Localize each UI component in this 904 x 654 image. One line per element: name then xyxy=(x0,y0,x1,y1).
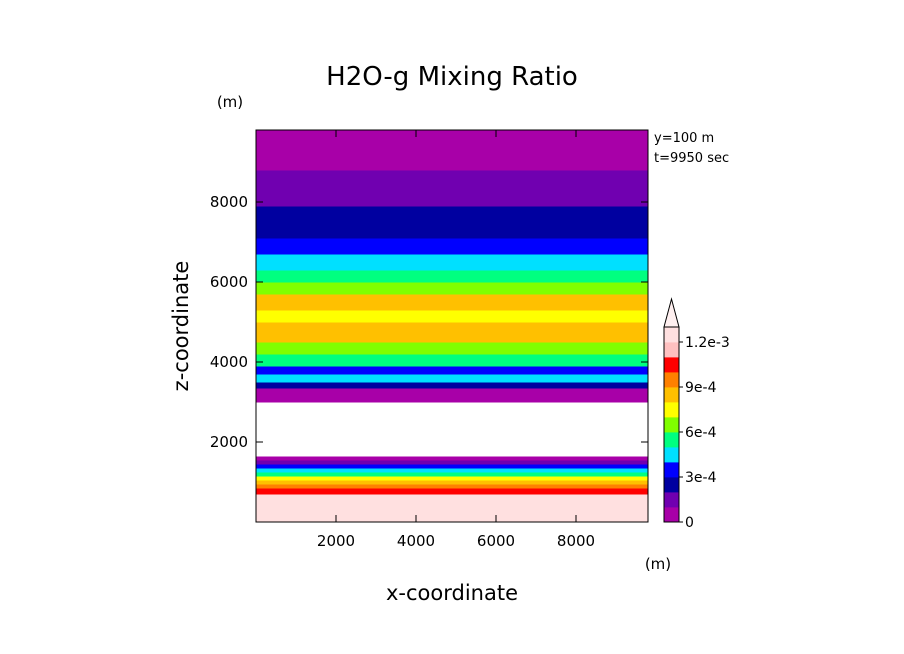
contour-band-16 xyxy=(256,342,648,355)
contour-band-15 xyxy=(256,354,648,367)
contour-band-12 xyxy=(256,382,648,389)
colorbar-segment xyxy=(664,447,679,463)
contour-band-2 xyxy=(256,484,648,489)
colorbar-segment xyxy=(664,342,679,358)
y-tick-label: 8000 xyxy=(210,193,248,211)
contour-band-8 xyxy=(256,460,648,465)
contour-field xyxy=(256,130,648,522)
x-tick-label: 2000 xyxy=(317,532,355,550)
colorbar-segment xyxy=(664,432,679,448)
colorbar-extend-arrow xyxy=(663,297,680,328)
colorbar-label: 1.2e-3 xyxy=(685,335,730,351)
contour-band-0 xyxy=(256,494,648,522)
colorbar-label: 6e-4 xyxy=(685,425,717,441)
x-axis-label: x-coordinate xyxy=(386,581,518,605)
x-tick-label: 4000 xyxy=(397,532,435,550)
annotation-y-slice: y=100 m xyxy=(654,131,714,146)
x-tick-label: 8000 xyxy=(557,532,595,550)
y-tick-label: 2000 xyxy=(210,433,248,451)
annotation-time: t=9950 sec xyxy=(654,151,729,166)
contour-band-23 xyxy=(256,238,648,255)
contour-band-9 xyxy=(256,456,648,461)
contour-band-4 xyxy=(256,476,648,481)
contour-band-21 xyxy=(256,270,648,283)
contour-band-18 xyxy=(256,310,648,323)
contour-band-25 xyxy=(256,170,648,207)
y-unit-label: (m) xyxy=(217,93,243,111)
colorbar-label: 9e-4 xyxy=(685,380,717,396)
colorbar-segment xyxy=(664,462,679,478)
colorbar-label: 3e-4 xyxy=(685,470,717,486)
contour-band-26 xyxy=(256,130,648,171)
y-tick-label: 6000 xyxy=(210,273,248,291)
chart-title: H2O-g Mixing Ratio xyxy=(326,62,578,92)
contour-band-22 xyxy=(256,254,648,271)
plot-frame xyxy=(255,129,649,523)
contour-band-5 xyxy=(256,472,648,477)
contour-band-24 xyxy=(256,206,648,239)
contour-band-13 xyxy=(256,374,648,383)
contour-band-20 xyxy=(256,282,648,295)
contour-band-7 xyxy=(256,464,648,469)
colorbar-segment xyxy=(664,327,679,343)
colorbar-segment xyxy=(664,417,679,433)
y-axis: 2000 4000 6000 8000 xyxy=(210,193,648,451)
colorbar-segment xyxy=(664,372,679,388)
colorbar-segment xyxy=(664,507,679,523)
contour-band-6 xyxy=(256,468,648,473)
colorbar-segment xyxy=(664,402,679,418)
y-axis-label: z-coordinate xyxy=(169,261,193,392)
colorbar-label: 0 xyxy=(685,515,694,531)
colorbar-segment xyxy=(664,492,679,508)
x-unit-label: (m) xyxy=(645,555,671,573)
x-tick-label: 6000 xyxy=(477,532,515,550)
contour-band-19 xyxy=(256,294,648,311)
contour-band-14 xyxy=(256,366,648,375)
contour-band-10 xyxy=(256,402,648,457)
colorbar: 1.2e-3 9e-4 6e-4 3e-4 0 xyxy=(663,297,730,531)
contour-band-17 xyxy=(256,322,648,343)
contour-band-3 xyxy=(256,480,648,485)
colorbar-segment xyxy=(664,357,679,373)
contour-band-11 xyxy=(256,388,648,403)
colorbar-segment xyxy=(664,477,679,493)
x-axis: 2000 4000 6000 8000 xyxy=(317,130,595,550)
y-tick-label: 4000 xyxy=(210,353,248,371)
contour-band-1 xyxy=(256,488,648,495)
colorbar-segment xyxy=(664,387,679,403)
